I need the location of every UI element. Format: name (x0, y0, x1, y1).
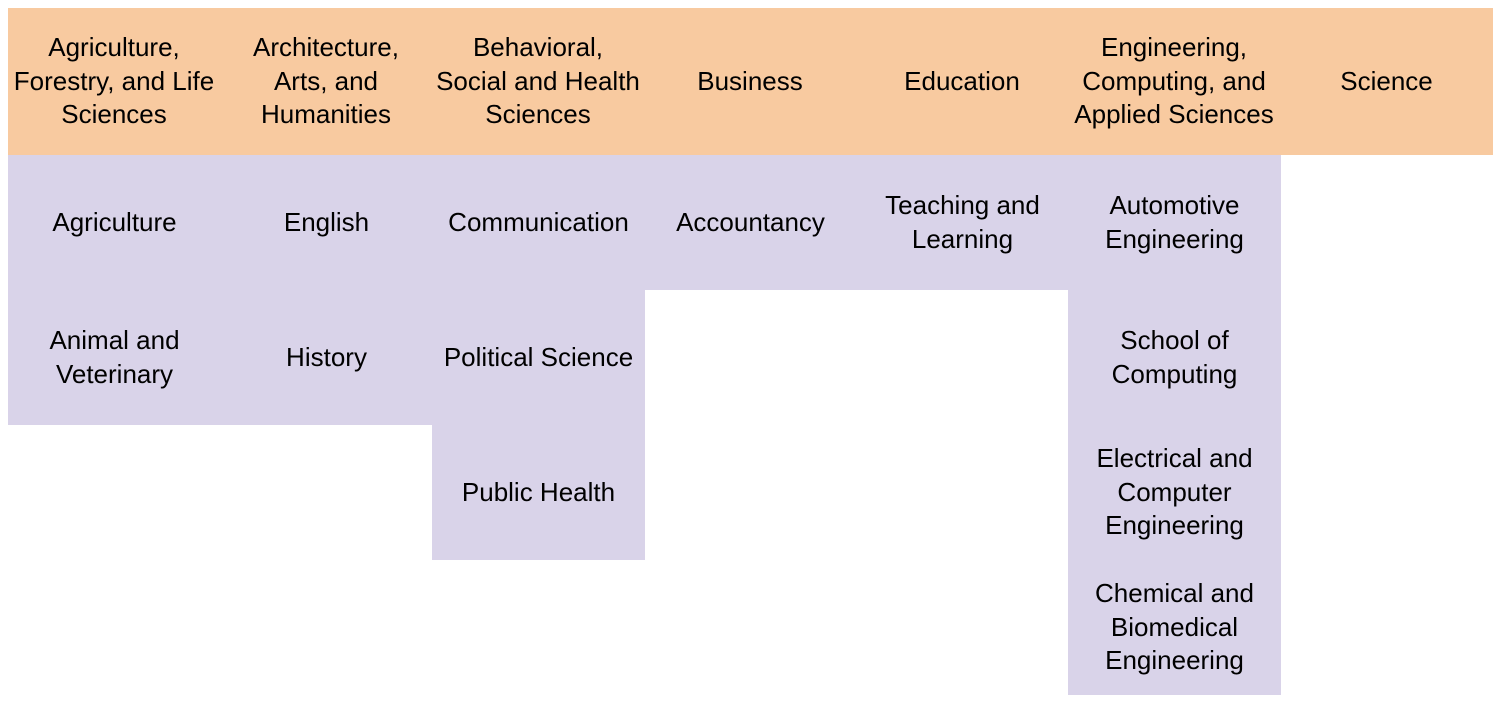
department-cell-animal-and-veterinary: Animal and Veterinary (8, 290, 221, 425)
department-cell-electrical-and-computer-engineering: Electrical and Computer Engineering (1068, 425, 1281, 560)
department-cell-history: History (220, 290, 433, 425)
department-cell-teaching-and-learning: Teaching and Learning (856, 155, 1069, 290)
department-cell-automotive-engineering: Automotive Engineering (1068, 155, 1281, 290)
college-header-agriculture-forestry-and-life-sciences: Agriculture, Forestry, and Life Sciences (13, 32, 215, 130)
department-cell-chemical-and-biomedical-engineering: Chemical and Biomedical Engineering (1068, 560, 1281, 695)
college-header-business: Business (697, 65, 803, 96)
department-cell-communication: Communication (432, 155, 645, 290)
department-cell-political-science: Political Science (432, 290, 645, 425)
college-header-science: Science (1340, 65, 1433, 96)
department-cell-accountancy: Accountancy (644, 155, 857, 290)
college-header-behavioral-social-and-health-sciences: Behavioral, Social and Health Sciences (436, 32, 640, 130)
department-cell-public-health: Public Health (432, 425, 645, 560)
college-header-architecture-arts-and-humanities: Architecture, Arts, and Humanities (253, 32, 399, 130)
college-department-chart: Agriculture, Forestry, and Life Sciences… (8, 8, 1493, 696)
department-cell-english: English (220, 155, 433, 290)
college-header-engineering-computing-and-applied-sciences: Engineering, Computing, and Applied Scie… (1074, 32, 1274, 130)
department-cell-agriculture: Agriculture (8, 155, 221, 290)
college-header-education: Education (904, 65, 1020, 96)
department-cell-school-of-computing: School of Computing (1068, 290, 1281, 425)
college-header-band (8, 8, 1493, 155)
